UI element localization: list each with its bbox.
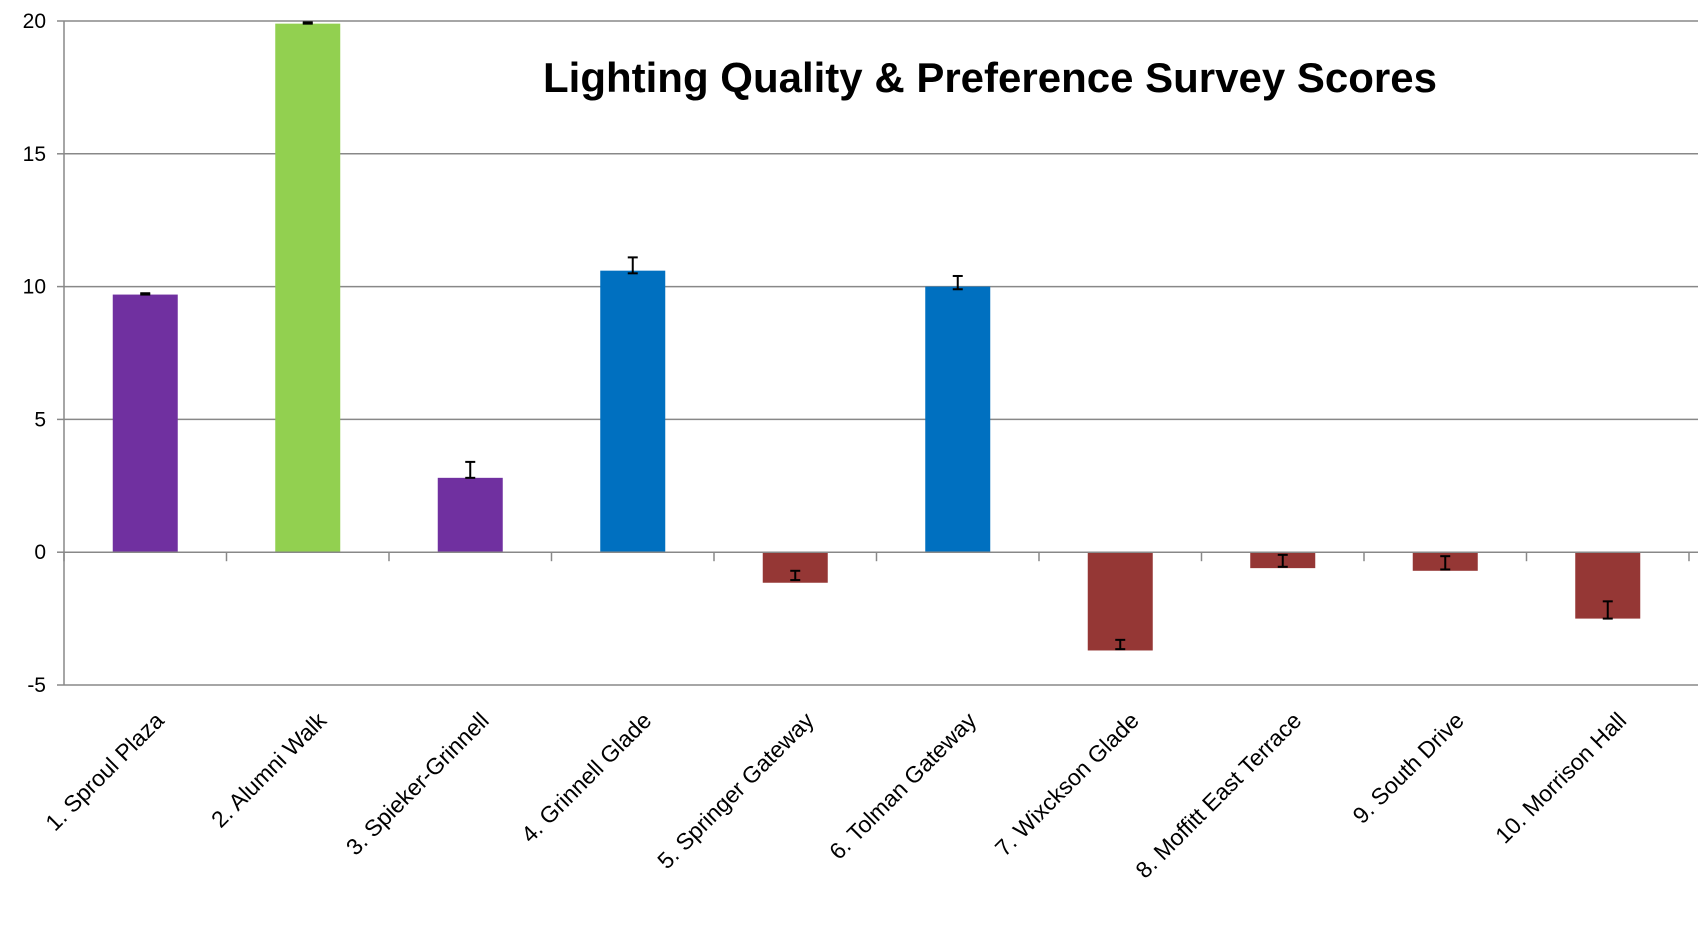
category-label: 8. Moffitt East Terrace	[1130, 707, 1306, 883]
labels: -5 0 5 10 15 20 1. Sproul Plaza 2. Alumni Walk 3…	[23, 10, 1632, 883]
bar	[437, 477, 503, 553]
bar	[925, 286, 991, 553]
category-label: 4. Grinnell Glade	[516, 707, 656, 847]
category-label: 6. Tolman Gateway	[824, 707, 982, 865]
category-label: 2. Alumni Walk	[206, 707, 332, 833]
category-label: 3. Spieker-Grinnell	[341, 707, 494, 860]
bars	[112, 23, 1641, 651]
bar	[600, 270, 666, 553]
error-bars	[140, 21, 1613, 651]
category-label: 9. South Drive	[1347, 707, 1468, 828]
y-tick-label: 0	[34, 541, 46, 564]
axes	[57, 20, 1698, 686]
y-tick-label: 20	[23, 10, 46, 33]
bar	[112, 294, 178, 553]
category-label: 5. Springer Gateway	[652, 707, 819, 874]
bar	[1087, 552, 1153, 651]
bar	[275, 23, 341, 553]
category-label: 1. Sproul Plaza	[40, 707, 169, 836]
category-label: 7. Wixckson Glade	[990, 707, 1144, 861]
chart-title: Lighting Quality & Preference Survey Sco…	[543, 54, 1437, 101]
y-tick-label: 5	[34, 408, 46, 431]
y-tick-label: 15	[23, 143, 46, 166]
y-tick-label: -5	[27, 674, 46, 697]
y-tick-label: 10	[23, 276, 46, 299]
category-label: 10. Morrison Hall	[1490, 707, 1631, 848]
